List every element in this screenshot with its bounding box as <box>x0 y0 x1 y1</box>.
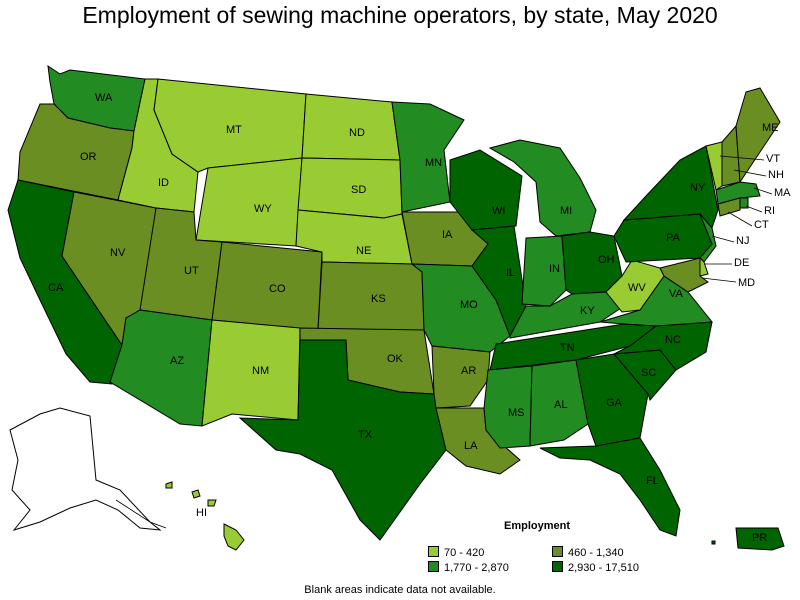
state-NM[interactable] <box>201 319 301 427</box>
state-label-LA: LA <box>464 440 478 452</box>
legend-swatch-tier3 <box>428 561 439 572</box>
legend-title: Employment <box>504 520 571 532</box>
state-label-DE: DE <box>734 257 749 269</box>
state-WY[interactable] <box>195 157 303 247</box>
state-label-WI: WI <box>492 205 505 217</box>
state-label-ND: ND <box>349 127 365 139</box>
state-IN[interactable] <box>521 235 567 307</box>
state-label-WA: WA <box>95 92 113 104</box>
state-label-AR: AR <box>461 365 476 377</box>
map-title: Employment of sewing machine operators, … <box>82 2 718 28</box>
state-label-NV: NV <box>110 247 126 259</box>
state-label-RI: RI <box>764 205 775 217</box>
state-label-OK: OK <box>387 353 404 365</box>
state-label-PA: PA <box>666 232 681 244</box>
state-label-NY: NY <box>690 182 706 194</box>
state-SD[interactable] <box>297 157 403 219</box>
state-MD[interactable] <box>659 257 709 293</box>
state-label-WV: WV <box>628 282 646 294</box>
legend: Employment 70 - 420 460 - 1,340 1,770 - … <box>428 518 639 578</box>
legend-item-tier3: 1,770 - 2,870 <box>428 561 509 575</box>
legend-item-tier1: 70 - 420 <box>428 546 484 560</box>
state-label-OH: OH <box>598 254 615 266</box>
state-ME[interactable] <box>735 87 781 184</box>
state-CO[interactable] <box>211 241 323 331</box>
state-label-IL: IL <box>506 267 515 279</box>
state-label-UT: UT <box>184 265 199 277</box>
state-label-MN: MN <box>425 157 442 169</box>
state-PR[interactable] <box>711 527 785 551</box>
state-label-MA: MA <box>774 187 791 199</box>
legend-label-tier2: 460 - 1,340 <box>568 547 624 559</box>
state-shapes <box>7 64 785 551</box>
legend-swatch-tier1 <box>428 546 439 557</box>
state-label-SD: SD <box>351 184 366 196</box>
state-label-IA: IA <box>442 229 453 241</box>
state-HI[interactable] <box>165 481 245 551</box>
state-label-NH: NH <box>768 169 784 181</box>
legend-label-tier3: 1,770 - 2,870 <box>444 562 509 574</box>
state-CT[interactable] <box>717 197 741 217</box>
legend-item-tier2: 460 - 1,340 <box>552 546 624 560</box>
state-label-ME: ME <box>762 122 779 134</box>
state-label-VA: VA <box>669 288 684 300</box>
label-leader-lines <box>115 155 773 529</box>
state-WI[interactable] <box>449 149 523 231</box>
state-label-PR: PR <box>752 532 767 544</box>
state-TX[interactable] <box>238 339 447 541</box>
state-label-IN: IN <box>549 263 560 275</box>
state-label-AZ: AZ <box>170 355 184 367</box>
state-label-MI: MI <box>560 205 572 217</box>
state-AR[interactable] <box>431 345 491 409</box>
state-label-FL: FL <box>646 475 659 487</box>
state-label-NJ: NJ <box>736 235 749 247</box>
state-label-ID: ID <box>158 177 169 189</box>
state-AK[interactable] <box>9 407 162 531</box>
state-label-TX: TX <box>358 429 373 441</box>
state-PA[interactable] <box>613 213 713 263</box>
state-label-CT: CT <box>754 219 769 231</box>
legend-label-tier1: 70 - 420 <box>444 547 485 559</box>
state-AZ[interactable] <box>109 309 213 427</box>
state-label-MS: MS <box>508 407 525 419</box>
state-label-MD: MD <box>738 277 755 289</box>
state-label-HI: HI <box>196 507 207 519</box>
state-AL[interactable] <box>529 359 589 447</box>
state-label-WY: WY <box>254 203 272 215</box>
state-label-MT: MT <box>226 124 242 136</box>
state-label-NM: NM <box>252 365 269 377</box>
footnote: Blank areas indicate data not available. <box>304 584 496 596</box>
state-label-KS: KS <box>371 293 386 305</box>
state-MN[interactable] <box>391 101 465 213</box>
legend-swatch-tier4 <box>552 561 563 572</box>
legend-swatch-tier2 <box>552 546 563 557</box>
state-IL[interactable] <box>470 225 527 338</box>
state-labels: WA OR CA NV ID MT WY UT AZ CO NM ND SD NE KS OK TX MN IA MO… <box>48 92 791 544</box>
state-label-MO: MO <box>460 299 478 311</box>
legend-label-tier4: 2,930 - 17,510 <box>568 562 639 574</box>
state-label-VT: VT <box>766 153 780 165</box>
state-label-CA: CA <box>48 282 64 294</box>
state-label-TN: TN <box>560 342 575 354</box>
state-label-KY: KY <box>580 305 595 317</box>
state-label-NC: NC <box>665 334 681 346</box>
state-label-CO: CO <box>269 283 286 295</box>
state-FL[interactable] <box>539 437 681 537</box>
state-label-NE: NE <box>356 245 371 257</box>
legend-item-tier4: 2,930 - 17,510 <box>552 561 639 575</box>
state-label-SC: SC <box>641 367 656 379</box>
state-label-AL: AL <box>554 399 567 411</box>
state-label-OR: OR <box>80 151 97 163</box>
state-label-GA: GA <box>606 397 623 409</box>
